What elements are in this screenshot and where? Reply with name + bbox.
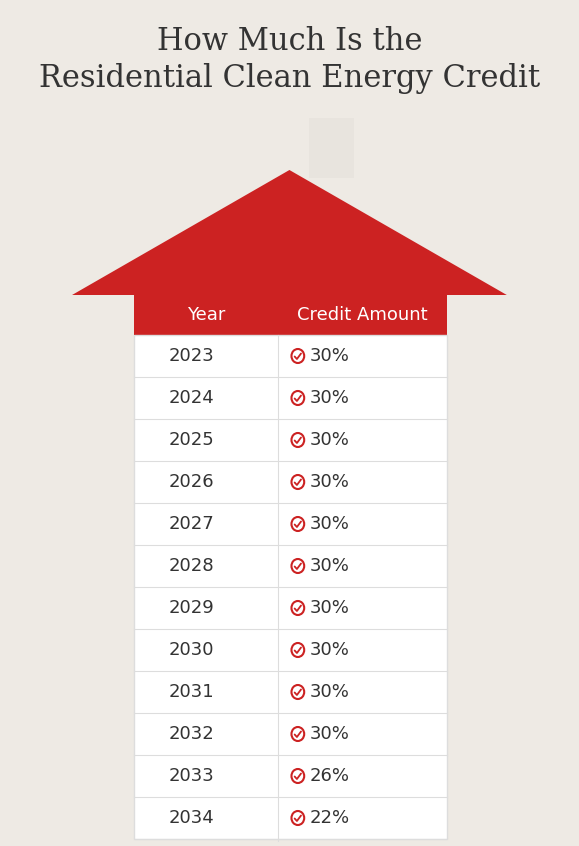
Text: How Much Is the: How Much Is the (157, 26, 422, 58)
FancyBboxPatch shape (134, 587, 447, 629)
FancyBboxPatch shape (134, 419, 447, 461)
Text: 30%: 30% (310, 599, 350, 617)
Text: 30%: 30% (310, 683, 350, 701)
FancyBboxPatch shape (134, 295, 447, 335)
Text: 30%: 30% (310, 641, 350, 659)
Text: 2023: 2023 (168, 347, 214, 365)
FancyBboxPatch shape (134, 545, 447, 587)
Polygon shape (72, 170, 507, 295)
FancyBboxPatch shape (134, 797, 447, 839)
Text: 30%: 30% (310, 557, 350, 575)
Text: 2026: 2026 (168, 473, 214, 491)
Text: 26%: 26% (310, 767, 350, 785)
FancyBboxPatch shape (134, 335, 447, 377)
Text: 30%: 30% (310, 431, 350, 449)
Text: 2025: 2025 (168, 431, 214, 449)
Text: 2029: 2029 (168, 599, 214, 617)
FancyBboxPatch shape (134, 713, 447, 755)
Text: 30%: 30% (310, 515, 350, 533)
Text: 30%: 30% (310, 473, 350, 491)
Text: 22%: 22% (310, 809, 350, 827)
Text: 2034: 2034 (168, 809, 214, 827)
Text: 30%: 30% (310, 347, 350, 365)
FancyBboxPatch shape (134, 629, 447, 671)
Text: 2031: 2031 (168, 683, 214, 701)
Text: 2033: 2033 (168, 767, 214, 785)
Text: 2028: 2028 (168, 557, 214, 575)
FancyBboxPatch shape (134, 755, 447, 797)
Text: 2030: 2030 (168, 641, 214, 659)
Text: Year: Year (186, 306, 225, 324)
Polygon shape (309, 118, 354, 178)
FancyBboxPatch shape (134, 377, 447, 419)
Text: 2027: 2027 (168, 515, 214, 533)
Text: 2024: 2024 (168, 389, 214, 407)
FancyBboxPatch shape (134, 671, 447, 713)
FancyBboxPatch shape (134, 503, 447, 545)
FancyBboxPatch shape (134, 461, 447, 503)
Text: 30%: 30% (310, 389, 350, 407)
Text: Residential Clean Energy Credit: Residential Clean Energy Credit (39, 63, 540, 94)
Text: 2032: 2032 (168, 725, 214, 743)
Text: 30%: 30% (310, 725, 350, 743)
Text: Credit Amount: Credit Amount (297, 306, 428, 324)
